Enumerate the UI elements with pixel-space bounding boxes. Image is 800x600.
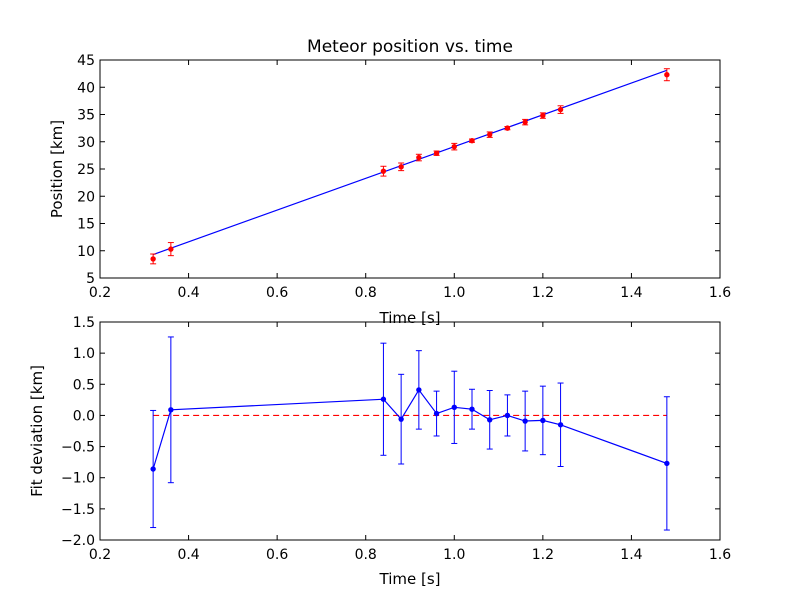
deviation-x-tick-label: 1.0: [443, 547, 465, 563]
deviation-y-tick-label: −1.0: [61, 471, 95, 487]
position-chart-marks: [150, 68, 670, 265]
position-data-point: [416, 154, 422, 161]
deviation-x-tick-label: 1.2: [532, 547, 554, 563]
position-x-tick-label: 0.8: [355, 285, 377, 301]
position-data-point: [540, 112, 546, 119]
position-data-point: [451, 143, 457, 150]
position-y-tick-label: 25: [77, 162, 95, 178]
position-chart-title: Meteor position vs. time: [307, 37, 513, 57]
deviation-y-tick-label: 1.0: [73, 346, 95, 362]
position-y-tick-label: 15: [77, 217, 95, 233]
deviation-x-tick-label: 0.8: [355, 547, 377, 563]
deviation-y-tick-label: 0.0: [73, 408, 95, 424]
position-data-point: [487, 131, 493, 138]
position-chart-xlabel: Time [s]: [379, 309, 441, 327]
position-x-tick-label: 1.4: [620, 285, 642, 301]
position-chart-ylabel: Position [km]: [48, 120, 66, 218]
position-data-point: [168, 246, 174, 252]
deviation-chart-xlabel: Time [s]: [379, 570, 441, 588]
position-fit-line: [152, 69, 668, 256]
position-data-point: [150, 256, 156, 262]
position-data-point: [504, 125, 511, 131]
deviation-series-line: [152, 388, 668, 470]
position-x-tick-label: 1.0: [443, 285, 465, 301]
deviation-data-point: [540, 417, 546, 424]
deviation-data-point: [522, 418, 528, 424]
deviation-data-point: [487, 417, 493, 423]
position-data-point: [522, 119, 528, 125]
position-chart-ticks: 0.2 0.4 0.6 0.8 1.0 1.2 1.4 1.6 5 10 15 20 25 30 35 40 4…: [77, 53, 731, 301]
deviation-x-tick-label: 1.6: [709, 547, 731, 563]
position-x-tick-label: 1.2: [532, 285, 554, 301]
deviation-data-point: [451, 404, 457, 411]
deviation-y-tick-label: −1.5: [61, 502, 95, 518]
position-x-tick-label: 0.2: [89, 285, 111, 301]
position-data-point: [664, 72, 670, 78]
deviation-data-point: [416, 387, 422, 393]
deviation-y-tick-label: −2.0: [61, 533, 95, 549]
position-x-tick-label: 0.4: [177, 285, 199, 301]
position-y-tick-label: 10: [77, 244, 95, 260]
position-data-point: [380, 168, 387, 174]
deviation-x-tick-label: 0.4: [177, 547, 199, 563]
position-x-tick-label: 0.6: [266, 285, 288, 301]
deviation-chart-ticks: 0.2 0.4 0.6 0.8 1.0 1.2 1.4 1.6 −2.0 −1.5 −1.0 −0.5…: [61, 315, 731, 563]
deviation-data-point: [504, 412, 511, 419]
deviation-x-tick-label: 0.6: [266, 547, 288, 563]
position-y-tick-label: 35: [77, 108, 95, 124]
deviation-data-point: [380, 396, 387, 402]
deviation-data-point: [398, 416, 404, 422]
deviation-chart-marks: [150, 336, 670, 531]
position-data-point: [557, 106, 564, 113]
deviation-data-point: [168, 407, 174, 413]
position-y-tick-label: 45: [77, 53, 95, 69]
position-y-tick-label: 20: [77, 189, 95, 205]
position-x-tick-label: 1.6: [709, 285, 731, 301]
deviation-x-tick-label: 0.2: [89, 547, 111, 563]
deviation-chart-frame: [99, 321, 721, 541]
position-y-tick-label: 30: [77, 135, 95, 151]
deviation-data-point: [150, 466, 156, 472]
deviation-y-tick-label: 0.5: [73, 377, 95, 393]
deviation-data-point: [664, 460, 670, 467]
position-data-point: [398, 164, 404, 170]
deviation-chart-ylabel: Fit deviation [km]: [28, 365, 46, 497]
deviation-chart: 0.2 0.4 0.6 0.8 1.0 1.2 1.4 1.6 −2.0 −1.5 −1.0 −0.5…: [28, 315, 731, 588]
deviation-data-point: [557, 422, 564, 428]
deviation-y-tick-label: −0.5: [61, 440, 95, 456]
position-data-point: [433, 150, 440, 156]
deviation-data-point: [469, 406, 475, 412]
deviation-data-point: [433, 410, 440, 417]
deviation-y-tick-label: 1.5: [73, 315, 95, 331]
deviation-x-tick-label: 1.4: [620, 547, 642, 563]
position-chart: Meteor position vs. time 0.2 0.4 0.6 0.8 1.0…: [48, 37, 731, 327]
position-y-tick-label: 5: [86, 271, 95, 287]
position-y-tick-label: 40: [77, 80, 95, 96]
position-data-point: [469, 137, 475, 144]
